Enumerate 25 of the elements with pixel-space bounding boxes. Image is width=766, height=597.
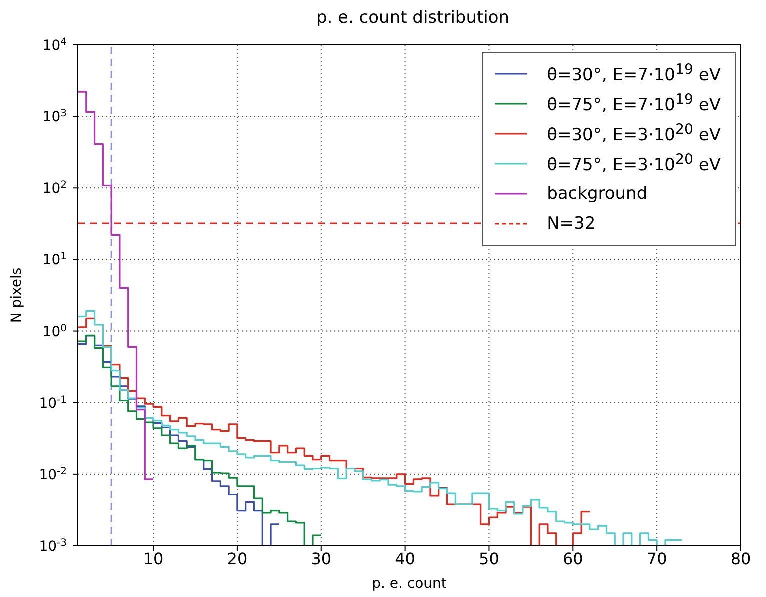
legend-label: θ=30°, E=3·10$^{20}$ eV (547, 122, 721, 146)
legend-label: background (547, 184, 648, 204)
x-tick-label: 30 (311, 549, 332, 568)
x-tick-label: 80 (730, 549, 752, 568)
legend-label: θ=75°, E=7·10$^{19}$ eV (547, 92, 721, 116)
y-tick-label: 10$^{-1}$ (39, 394, 67, 412)
x-tick-label: 10 (143, 549, 164, 568)
x-tick-label: 60 (562, 549, 584, 568)
legend-label: θ=30°, E=7·10$^{19}$ eV (547, 62, 721, 86)
y-tick-label: 10$^{3}$ (42, 108, 67, 126)
x-tick-label: 70 (646, 549, 668, 568)
y-tick-label: 10$^{1}$ (42, 251, 67, 269)
y-tick-label: 10$^{-3}$ (39, 538, 67, 555)
x-axis-title: p. e. count (372, 576, 448, 592)
x-tick-label: 40 (395, 549, 416, 568)
y-tick-label: 10$^{-2}$ (39, 466, 67, 484)
y-tick-label: 10$^{0}$ (42, 322, 67, 340)
y-tick-label: 10$^{4}$ (42, 36, 67, 54)
y-tick-label: 10$^{2}$ (42, 180, 67, 198)
chart-title: p. e. count distribution (315, 8, 511, 30)
x-tick-label: 20 (227, 549, 248, 568)
legend-label: θ=75°, E=3·10$^{20}$ eV (547, 152, 721, 176)
x-tick-label: 50 (479, 549, 500, 568)
y-axis-title: N pixels (8, 268, 25, 324)
ref-line-label: N=32 (547, 214, 596, 234)
